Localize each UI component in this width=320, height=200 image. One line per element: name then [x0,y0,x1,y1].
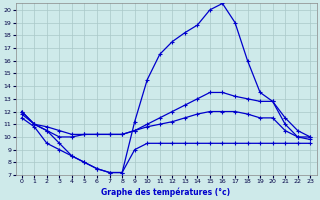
X-axis label: Graphe des températures (°c): Graphe des températures (°c) [101,187,231,197]
